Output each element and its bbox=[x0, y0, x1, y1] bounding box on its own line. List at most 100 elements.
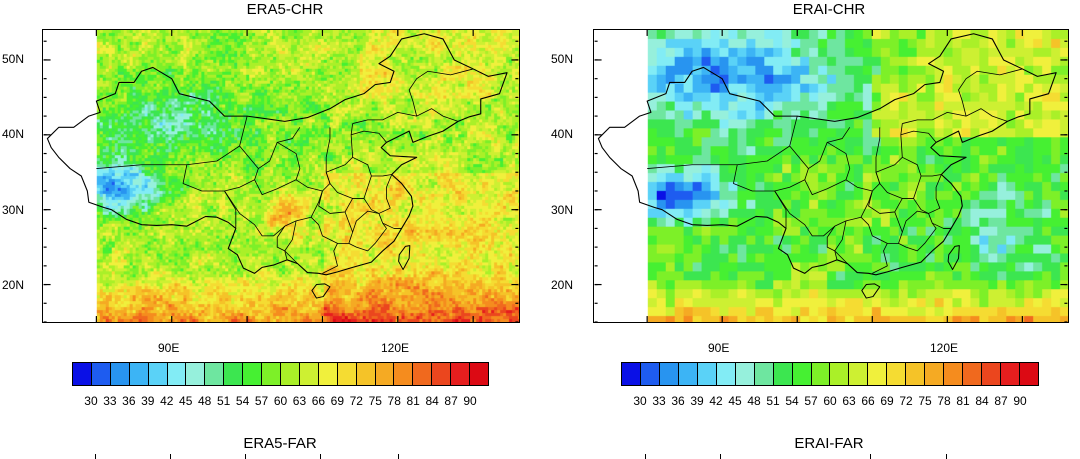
panel-title-era5-far: ERA5-FAR bbox=[243, 435, 317, 452]
colorbar-box bbox=[262, 363, 281, 385]
lat-label-30n: 30N bbox=[551, 203, 574, 217]
province-boundary bbox=[318, 190, 353, 214]
colorbar-label: 66 bbox=[861, 394, 875, 408]
map-area bbox=[593, 29, 1069, 323]
colorbar-label: 84 bbox=[975, 394, 989, 408]
colorbar-box bbox=[91, 363, 111, 385]
province-boundary bbox=[902, 156, 942, 177]
province-boundary bbox=[352, 156, 392, 177]
colorbar-label: 60 bbox=[273, 394, 288, 408]
province-boundary bbox=[834, 220, 848, 264]
colorbar-label: 30 bbox=[84, 394, 98, 408]
colorbar-box bbox=[243, 363, 263, 385]
bottom-frame-tick bbox=[320, 454, 321, 459]
colorbar-label: 81 bbox=[956, 394, 970, 408]
colorbar-label: 75 bbox=[918, 394, 932, 408]
lon-label-90e: 90E bbox=[708, 341, 730, 355]
colorbar-label: 78 bbox=[387, 394, 401, 408]
province-boundary bbox=[363, 174, 393, 214]
colorbar-box bbox=[640, 363, 660, 385]
map-area bbox=[42, 29, 520, 323]
colorbar-box bbox=[868, 363, 888, 385]
colorbar bbox=[72, 362, 489, 386]
colorbar-label: 39 bbox=[690, 394, 704, 408]
lon-label-90e: 90E bbox=[158, 341, 180, 355]
country-boundary bbox=[597, 33, 1057, 276]
lat-label-50n: 50N bbox=[551, 52, 574, 66]
colorbar-box bbox=[148, 363, 168, 385]
colorbar-label: 33 bbox=[652, 394, 666, 408]
colorbar-label: 48 bbox=[747, 394, 761, 408]
province-boundary bbox=[826, 225, 838, 260]
colorbar-label: 42 bbox=[160, 394, 174, 408]
colorbar-box bbox=[110, 363, 130, 385]
bottom-frame-tick bbox=[245, 454, 246, 459]
colorbar-box bbox=[413, 363, 433, 385]
province-boundary bbox=[254, 141, 301, 196]
island-boundary bbox=[947, 245, 960, 271]
boundaries-overlay bbox=[43, 30, 519, 322]
bottom-frame-tick bbox=[720, 454, 721, 459]
colorbar-label: 54 bbox=[235, 394, 250, 408]
colorbar-box bbox=[205, 363, 225, 385]
province-boundary bbox=[860, 211, 903, 244]
colorbar-label: 90 bbox=[1013, 394, 1027, 408]
bottom-frame-tick bbox=[870, 454, 871, 459]
colorbar-label: 69 bbox=[880, 394, 894, 408]
province-boundary bbox=[958, 68, 1023, 117]
province-boundary bbox=[276, 225, 288, 260]
province-boundary bbox=[224, 190, 323, 237]
colorbar-box bbox=[830, 363, 850, 385]
colorbar-box bbox=[375, 363, 395, 385]
colorbar-label: 78 bbox=[937, 394, 951, 408]
colorbar-label: 36 bbox=[122, 394, 136, 408]
colorbar-label: 69 bbox=[330, 394, 345, 408]
boundaries-overlay bbox=[594, 30, 1068, 322]
colorbar-label: 87 bbox=[444, 394, 458, 408]
lon-label-120e: 120E bbox=[930, 341, 959, 355]
panel-title-erai-far: ERAI-FAR bbox=[794, 435, 864, 452]
island-boundary bbox=[398, 245, 411, 271]
colorbar-box bbox=[394, 363, 414, 385]
colorbar-box bbox=[792, 363, 812, 385]
province-boundary bbox=[284, 220, 298, 264]
colorbar-box bbox=[186, 363, 206, 385]
colorbar-box bbox=[735, 363, 755, 385]
colorbar-box bbox=[754, 363, 774, 385]
lat-label-20n: 20N bbox=[2, 278, 25, 292]
country-boundary bbox=[46, 33, 508, 276]
colorbar-label: 30 bbox=[633, 394, 647, 408]
colorbar-label: 42 bbox=[709, 394, 723, 408]
bottom-frame-tick bbox=[398, 454, 399, 459]
province-boundary bbox=[804, 141, 851, 196]
province-boundary bbox=[351, 130, 387, 143]
colorbar-label: 57 bbox=[804, 394, 818, 408]
lon-label-120e: 120E bbox=[381, 341, 410, 355]
colorbar-box bbox=[811, 363, 831, 385]
colorbar-box bbox=[73, 363, 92, 385]
lat-label-50n: 50N bbox=[2, 52, 25, 66]
colorbar-box bbox=[622, 363, 641, 385]
colorbar-label: 63 bbox=[842, 394, 856, 408]
colorbar-box bbox=[963, 363, 983, 385]
province-boundary bbox=[932, 222, 952, 229]
province-boundary bbox=[408, 68, 474, 117]
province-boundary bbox=[902, 108, 1008, 124]
province-boundary bbox=[647, 116, 798, 169]
colorbar-box bbox=[906, 363, 926, 385]
colorbar-box bbox=[451, 363, 471, 385]
colorbar-label: 90 bbox=[463, 394, 477, 408]
province-boundary bbox=[295, 127, 331, 192]
colorbar-box bbox=[299, 363, 319, 385]
province-boundary bbox=[845, 127, 881, 192]
colorbar-box bbox=[356, 363, 376, 385]
colorbar-box bbox=[470, 363, 488, 385]
province-boundary bbox=[733, 164, 787, 229]
colorbar-box bbox=[773, 363, 793, 385]
province-boundary bbox=[872, 243, 888, 274]
province-boundary bbox=[898, 210, 937, 252]
colorbar-label: 81 bbox=[406, 394, 420, 408]
province-boundary bbox=[900, 130, 937, 143]
lat-label-20n: 20N bbox=[551, 278, 574, 292]
colorbar-label: 72 bbox=[899, 394, 913, 408]
